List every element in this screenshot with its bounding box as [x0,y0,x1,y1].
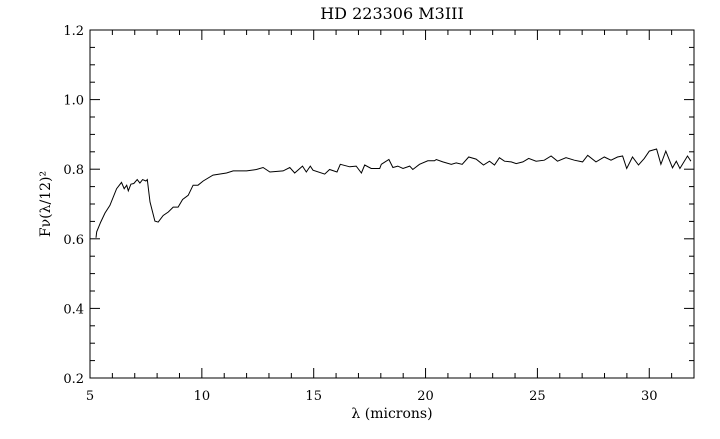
x-tick-label: 25 [529,389,546,404]
y-axis-label: Fν(λ/12)² [38,171,54,237]
x-tick-labels: 5 10 15 20 25 30 [86,389,658,404]
y-tick-label: 1.2 [63,24,84,39]
x-tick-label: 20 [417,389,434,404]
x-tick-label: 15 [305,389,322,404]
y-tick-label: 0.6 [63,233,84,248]
spectrum-line [95,148,692,238]
axis-ticks [89,29,695,379]
x-tick-label: 5 [86,389,94,404]
x-axis-label: λ (microns) [351,406,432,422]
y-tick-label: 0.2 [63,372,84,387]
y-tick-label: 0.8 [63,163,84,178]
chart-title: HD 223306 M3III [320,4,464,23]
y-tick-labels: 0.2 0.4 0.6 0.8 1.0 1.2 [63,24,84,387]
x-tick-label: 10 [194,389,211,404]
y-tick-label: 0.4 [63,302,84,317]
x-tick-label: 30 [641,389,658,404]
y-tick-label: 1.0 [63,94,84,109]
plot-frame [89,29,695,379]
